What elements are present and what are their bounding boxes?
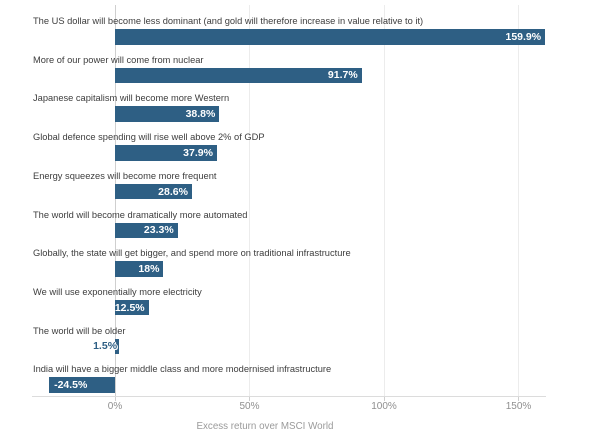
value-label: 159.9% xyxy=(505,30,542,43)
value-label: 91.7% xyxy=(327,69,358,82)
category-label: Energy squeezes will become more frequen… xyxy=(33,170,217,181)
x-axis-title: Excess return over MSCI World xyxy=(196,421,334,432)
value-label: 37.9% xyxy=(183,146,213,159)
bar[interactable]: -24.5% xyxy=(49,377,115,393)
value-label: 12.5% xyxy=(114,301,145,314)
tick-mark xyxy=(518,397,519,401)
category-label: More of our power will come from nuclear xyxy=(33,54,204,65)
category-label: Global defence spending will rise well a… xyxy=(33,132,265,143)
value-label: 23.3% xyxy=(143,224,174,237)
bar[interactable]: 28.6% xyxy=(115,183,192,200)
category-label: We will use exponentially more electrici… xyxy=(33,286,202,297)
bar[interactable]: 37.9% xyxy=(115,145,217,161)
tick-mark xyxy=(114,397,116,401)
value-label: -24.5% xyxy=(54,379,88,392)
x-tick-label: 50% xyxy=(239,401,260,412)
bar[interactable]: 38.8% xyxy=(115,106,220,122)
x-tick-label: 100% xyxy=(371,401,397,412)
x-tick-label: 150% xyxy=(505,401,532,412)
category-label: India will have a bigger middle class an… xyxy=(33,364,332,375)
x-tick-label: 0% xyxy=(107,401,123,412)
category-label: The US dollar will become less dominant … xyxy=(33,16,424,26)
category-label: Japanese capitalism will become more Wes… xyxy=(33,93,230,104)
gridline-100% xyxy=(383,5,385,396)
bar[interactable]: 91.7% xyxy=(115,67,362,84)
bar[interactable]: 12.5% xyxy=(114,299,149,316)
value-label: 38.8% xyxy=(185,108,216,121)
gridline-50% xyxy=(249,5,250,396)
value-label: 1.5% xyxy=(93,339,118,352)
bar[interactable] xyxy=(115,338,120,355)
tick-mark xyxy=(383,397,385,401)
x-axis-line xyxy=(32,396,546,397)
gridline-150% xyxy=(518,5,519,396)
bar[interactable]: 23.3% xyxy=(115,222,178,238)
bar[interactable]: 159.9% xyxy=(115,29,546,45)
bar[interactable]: 18% xyxy=(115,261,164,277)
category-label: Globally, the state will get bigger, and… xyxy=(33,248,351,259)
gridline-0% xyxy=(114,5,116,396)
tick-mark xyxy=(249,397,250,401)
value-label: 18% xyxy=(138,262,160,275)
category-label: The world will become dramatically more … xyxy=(33,209,248,220)
category-label: The world will be older xyxy=(33,325,126,336)
value-label: 28.6% xyxy=(158,185,188,198)
